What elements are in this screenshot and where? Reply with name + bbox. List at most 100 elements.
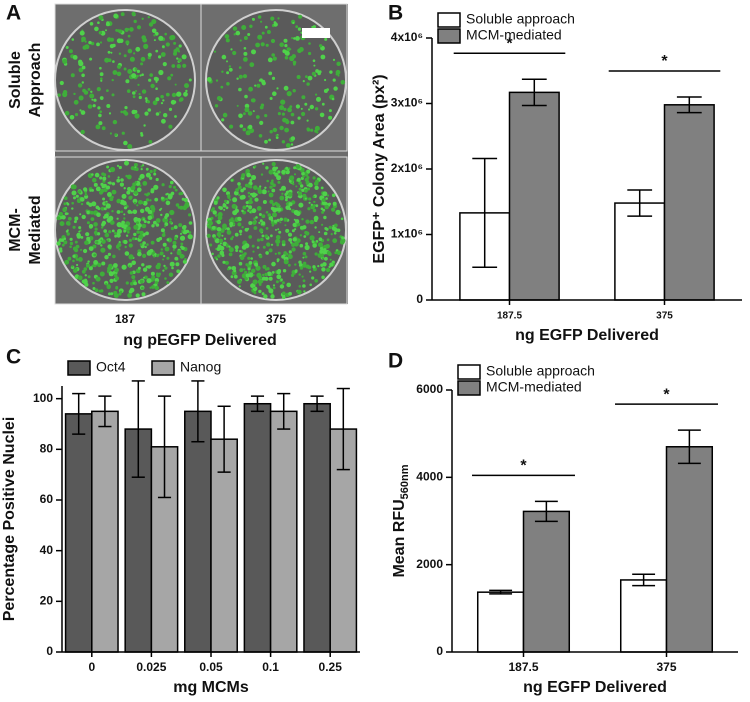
cell-cluster [248,86,254,92]
error-bar [534,500,558,523]
cell-cluster [84,40,87,43]
cell-cluster [283,85,289,91]
cell-cluster [114,276,120,281]
cell-cluster [121,264,127,270]
cell-cluster [239,124,244,128]
cell-cluster [124,160,129,166]
cell-cluster [129,290,133,294]
cell-cluster [253,226,258,230]
cell-cluster [100,77,103,80]
bar [522,510,571,653]
cell-cluster [91,173,94,176]
cell-cluster [83,90,89,95]
cell-cluster [241,174,245,178]
cell-cluster [256,206,262,211]
cell-cluster [59,80,64,86]
cell-cluster [151,19,157,25]
cell-cluster [261,234,265,238]
cell-cluster [109,197,114,202]
cell-cluster [65,46,69,49]
cell-cluster [146,100,150,104]
cell-cluster [271,202,276,207]
cell-cluster [321,267,326,272]
cell-cluster [233,199,236,203]
x-tick-label: 0.1 [262,660,279,674]
cell-cluster [66,232,70,236]
cell-cluster [144,245,147,249]
x-tick-label: 187.5 [497,311,522,322]
cell-cluster [279,217,283,221]
significance-label: * [661,53,668,70]
cell-cluster [158,272,162,276]
cell-cluster [107,50,111,54]
cell-cluster [318,70,322,74]
cell-cluster [76,232,81,238]
cell-cluster [244,227,249,232]
cell-cluster [249,197,253,201]
cell-cluster [264,114,268,118]
cell-cluster [153,172,157,176]
cell-cluster [126,190,131,195]
cell-cluster [270,16,275,21]
cell-cluster [149,265,152,268]
cell-cluster [121,193,127,199]
cell-cluster [178,58,182,63]
cell-cluster [172,240,177,245]
cell-cluster [310,128,314,132]
cell-cluster [73,246,77,251]
cell-cluster [133,163,138,167]
cell-cluster [211,207,215,211]
cell-cluster [276,260,279,263]
cell-cluster [275,280,279,284]
cell-cluster [261,221,266,226]
cell-cluster [314,252,318,256]
cell-cluster [323,248,327,252]
cell-cluster [241,25,247,30]
cell-cluster [243,112,246,116]
cell-cluster [112,119,118,125]
cell-cluster [71,190,77,196]
cell-cluster [134,166,137,169]
cell-cluster [251,98,256,103]
cell-cluster [164,215,168,219]
cell-cluster [300,184,304,188]
cell-cluster [182,229,188,235]
cell-cluster [120,12,125,17]
cell-cluster [312,59,316,62]
cell-cluster [111,210,114,213]
cell-cluster [75,244,80,249]
cell-cluster [131,73,137,79]
cell-cluster [140,208,145,214]
cell-cluster [95,205,100,210]
cell-cluster [253,185,258,190]
cell-cluster [79,213,82,216]
cell-cluster [277,228,280,231]
cell-cluster [147,16,150,19]
cell-cluster [312,243,317,248]
cell-cluster [228,247,234,253]
cell-cluster [101,184,105,189]
panel-label: C [6,346,21,369]
cell-cluster [110,292,114,296]
y-tick-label: 40 [40,543,54,557]
cell-cluster [221,118,225,122]
cell-cluster [145,231,149,236]
cell-cluster [64,212,68,216]
y-tick-label: 80 [40,442,54,456]
cell-cluster [213,50,217,53]
cell-cluster [281,140,286,144]
cell-cluster [225,38,230,43]
significance-label: * [663,386,670,403]
significance-label: * [520,458,527,475]
cell-cluster [124,111,129,116]
cell-cluster [256,238,261,242]
cell-cluster [276,175,282,181]
cell-cluster [206,233,211,238]
cell-cluster [170,73,174,77]
cell-cluster [245,273,250,278]
cell-cluster [129,195,133,199]
cell-cluster [106,217,112,223]
cell-cluster [216,196,220,200]
cell-cluster [135,293,140,298]
cell-cluster [116,164,120,167]
